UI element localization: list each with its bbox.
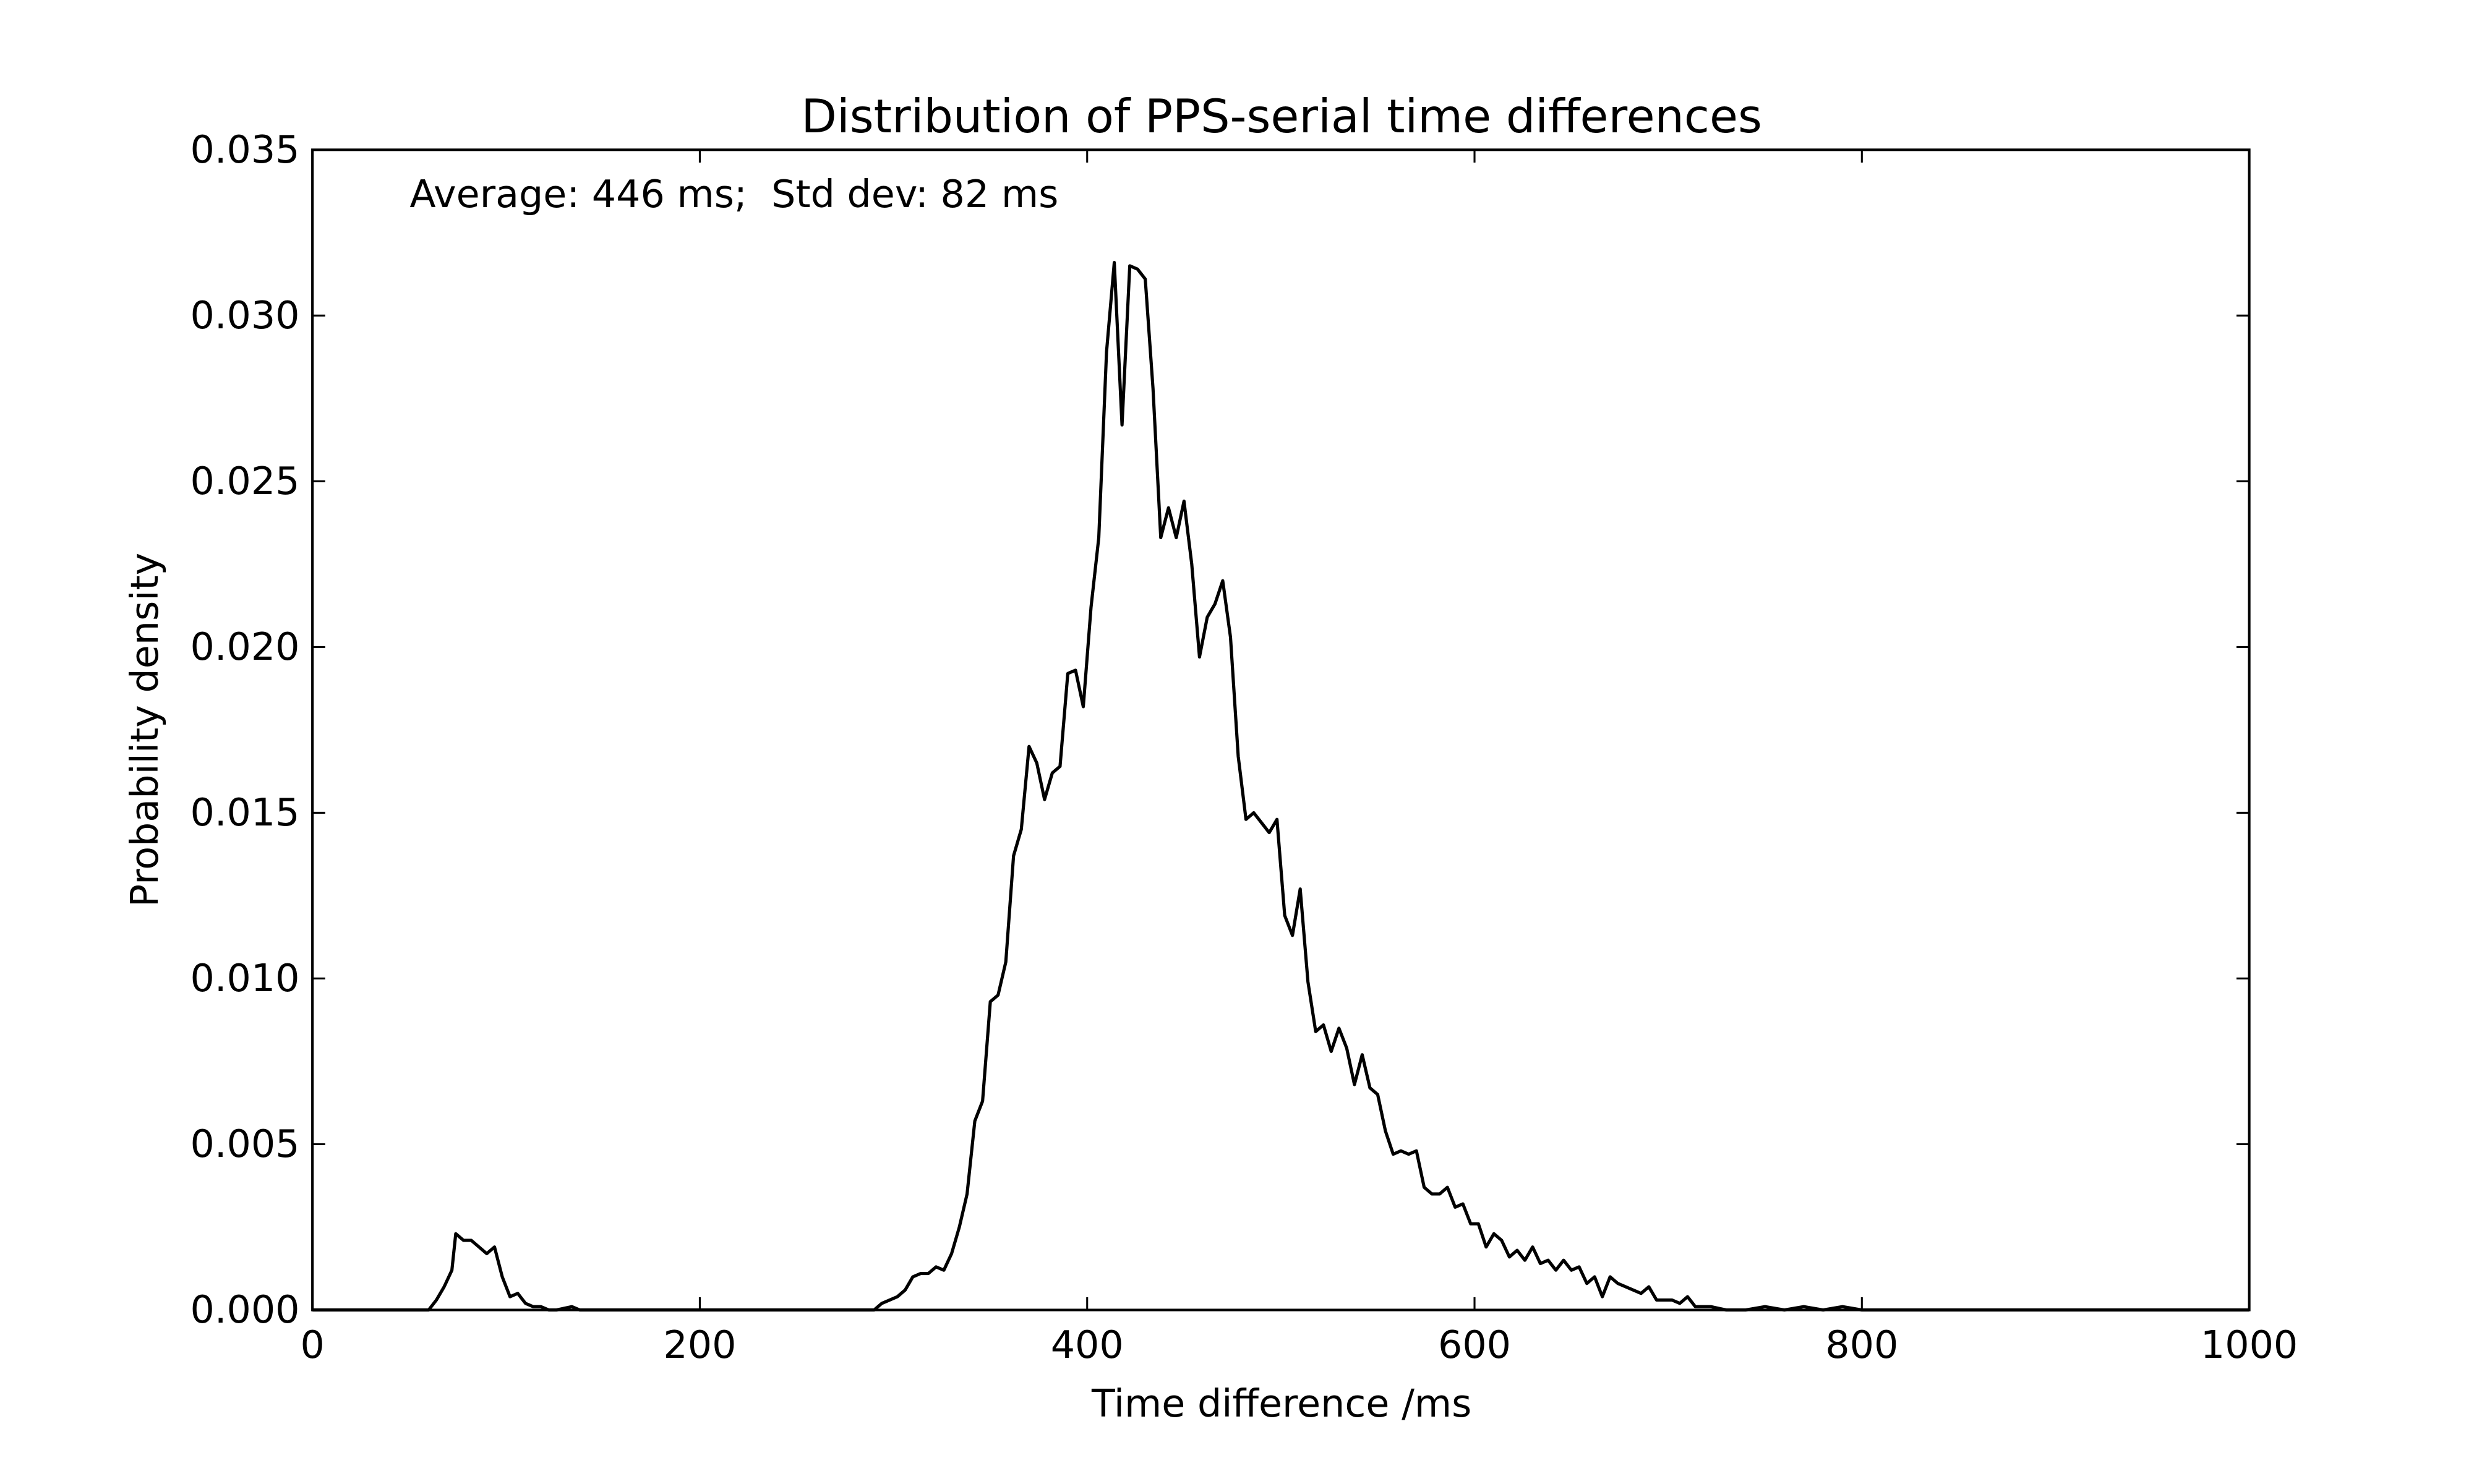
chart-title: Distribution of PPS-serial time differen… (801, 90, 1762, 143)
x-tick-label: 800 (1825, 1323, 1898, 1367)
x-tick-label: 200 (663, 1323, 736, 1367)
y-axis-label: Probability density (122, 553, 167, 907)
y-tick-label: 0.010 (190, 956, 299, 1000)
y-tick-label: 0.005 (190, 1122, 299, 1166)
y-tick-label: 0.030 (190, 293, 299, 338)
x-tick-label: 600 (1438, 1323, 1511, 1367)
x-axis-label: Time difference /ms (1091, 1381, 1471, 1426)
y-tick-label: 0.015 (190, 790, 299, 835)
annotation: Average: 446 ms; Std dev: 82 ms (409, 172, 1058, 216)
y-tick-label: 0.020 (190, 625, 299, 669)
plot-frame (311, 148, 2251, 1311)
y-tick-label: 0.025 (190, 459, 299, 503)
x-tick-label: 1000 (2201, 1323, 2298, 1367)
y-tick-label: 0.035 (190, 127, 299, 172)
x-tick-label: 0 (300, 1323, 324, 1367)
data-line (312, 260, 2249, 1312)
x-tick-label: 400 (1051, 1323, 1124, 1367)
y-tick-label: 0.000 (190, 1287, 299, 1332)
